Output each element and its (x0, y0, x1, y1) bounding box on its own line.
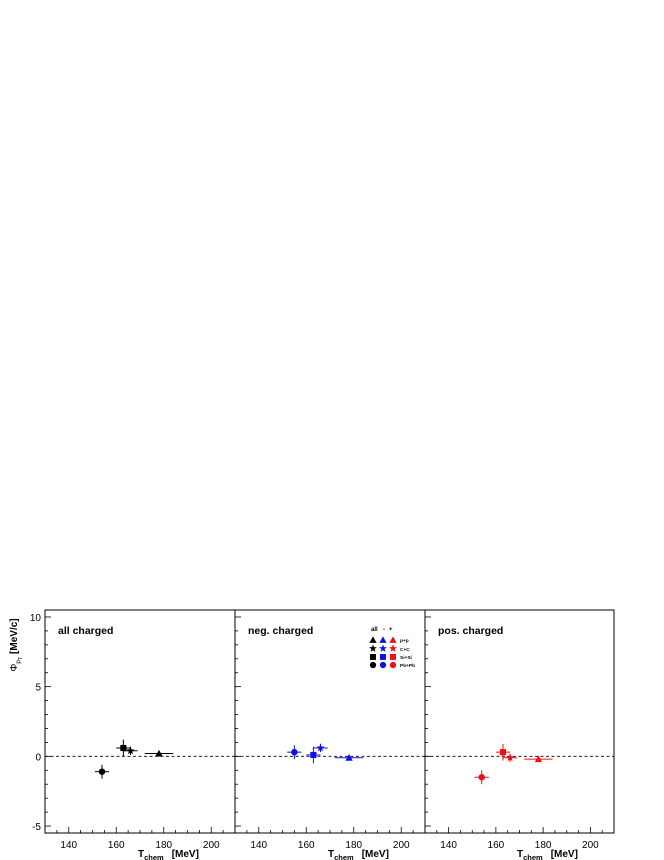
panel-frame (234, 609, 426, 834)
data-point-star (316, 743, 325, 752)
legend-marker-circle (379, 661, 387, 669)
panel-label: all charged (58, 625, 113, 637)
y-tick-label: 10 (30, 613, 42, 624)
x-axis-subscript: chem (334, 853, 354, 860)
legend-marker-star (369, 644, 377, 652)
legend: all - + p+p C+C Si+Si Pb+Pb (369, 627, 415, 669)
legend-marker-triangle (389, 636, 397, 643)
y-axis-symbol: Φ (9, 664, 20, 672)
x-tick-label: 200 (203, 840, 220, 851)
y-tick-label: 0 (35, 752, 41, 763)
x-tick-label: 160 (108, 840, 125, 851)
legend-marker-square (390, 654, 396, 660)
legend-marker-square (370, 654, 376, 660)
data-point-circle (98, 768, 106, 775)
x-axis-unit: [MeV] (551, 849, 578, 860)
data-point-star (126, 746, 135, 755)
legend-label-pbpb: Pb+Pb (400, 663, 415, 669)
x-tick-label: 140 (440, 840, 457, 851)
x-axis-main: T (328, 849, 334, 860)
y-tick-label: -5 (32, 822, 41, 833)
legend-marker-triangle (369, 636, 377, 643)
x-axis-subscript: chem (523, 853, 543, 860)
data-point-triangle (155, 749, 163, 757)
legend-marker-square (380, 654, 386, 660)
x-axis-main: T (517, 849, 523, 860)
data-point-square (120, 744, 127, 752)
panel-label: neg. charged (248, 625, 313, 637)
data-point-square (310, 751, 317, 759)
x-tick-label: 140 (60, 840, 77, 851)
data-point-circle (291, 748, 298, 756)
panel-all-charged: all charged 140 160 180 200 -5 0 5 10 (30, 609, 236, 851)
y-axis-subscript: p (15, 660, 22, 664)
x-tick-label: 200 (582, 840, 599, 851)
x-tick-label: 160 (298, 840, 315, 851)
legend-marker-star (389, 644, 397, 652)
y-axis-title: ΦpT [MeV/c] (9, 618, 24, 671)
y-tick-label: 5 (35, 683, 41, 694)
data-point-triangle (534, 755, 543, 763)
data-point-star (506, 753, 515, 762)
x-tick-label: 200 (393, 840, 410, 851)
data-point-circle (478, 774, 485, 781)
y-axis-unit: [MeV/c] (9, 618, 20, 654)
legend-marker-circle (389, 661, 397, 669)
x-axis-unit: [MeV] (172, 849, 199, 860)
y-axis-sub-subscript: T (18, 657, 24, 660)
legend-marker-star (379, 644, 387, 652)
legend-label-pp: p+p (400, 639, 409, 644)
x-tick-label: 160 (488, 840, 505, 851)
panel-pos-charged: pos. charged 140 160 180 200 (424, 609, 615, 851)
x-tick-label: 180 (155, 840, 172, 851)
legend-marker-triangle (379, 636, 387, 643)
x-axis-main: T (138, 849, 144, 860)
legend-col-neg: - (383, 627, 385, 633)
legend-label-sisi: Si+Si (400, 655, 412, 661)
legend-marker-circle (369, 661, 377, 669)
data-point-triangle (345, 753, 353, 761)
data-point-square (499, 749, 507, 756)
x-axis-title-2: Tchem [MeV] (328, 849, 389, 860)
legend-label-cc: C+C (400, 647, 410, 653)
x-axis-subscript: chem (144, 853, 164, 860)
legend-col-all: all (371, 627, 378, 633)
x-axis-unit: [MeV] (362, 849, 389, 860)
panel-frame (44, 609, 236, 834)
x-tick-label: 180 (535, 840, 552, 851)
panel-neg-charged: neg. charged 140 160 180 200 (234, 609, 426, 851)
panel-label: pos. charged (438, 625, 503, 637)
x-axis-title-3: Tchem [MeV] (517, 849, 578, 860)
x-axis-title-1: Tchem [MeV] (138, 849, 199, 860)
x-tick-label: 180 (345, 840, 362, 851)
legend-col-pos: + (389, 627, 393, 633)
x-tick-label: 140 (250, 840, 267, 851)
panel-frame (424, 609, 615, 834)
